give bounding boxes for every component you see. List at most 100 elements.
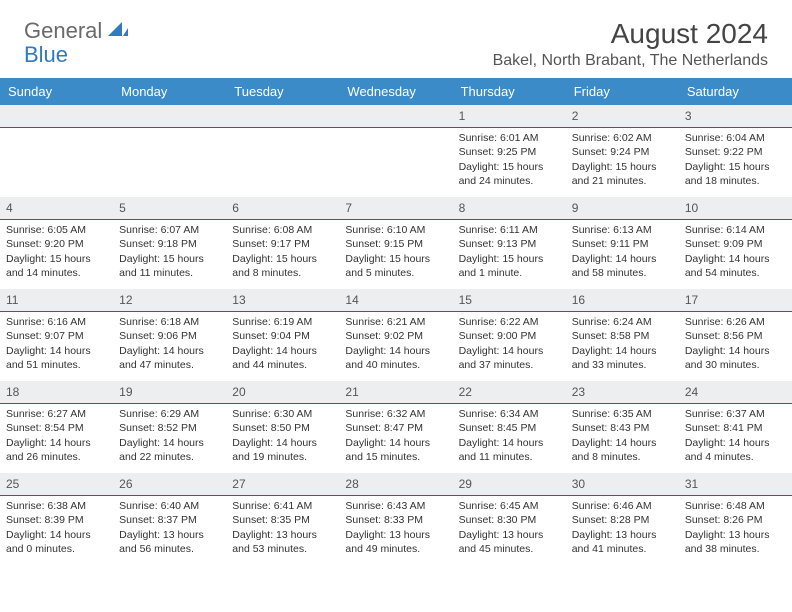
calendar-cell: 26Sunrise: 6:40 AMSunset: 8:37 PMDayligh… xyxy=(113,473,226,565)
sunrise-text: Sunrise: 6:11 AM xyxy=(459,223,560,237)
daylight2-text: and 54 minutes. xyxy=(685,266,786,280)
sunrise-text: Sunrise: 6:05 AM xyxy=(6,223,107,237)
calendar-cell: 24Sunrise: 6:37 AMSunset: 8:41 PMDayligh… xyxy=(679,381,792,473)
day-number xyxy=(0,105,113,128)
day-number: 25 xyxy=(0,473,113,496)
calendar-cell: 14Sunrise: 6:21 AMSunset: 9:02 PMDayligh… xyxy=(339,289,452,381)
calendar-cell: 19Sunrise: 6:29 AMSunset: 8:52 PMDayligh… xyxy=(113,381,226,473)
day-number: 21 xyxy=(339,381,452,404)
day-details: Sunrise: 6:38 AMSunset: 8:39 PMDaylight:… xyxy=(0,496,113,560)
day-details: Sunrise: 6:32 AMSunset: 8:47 PMDaylight:… xyxy=(339,404,452,468)
logo-text-blue: Blue xyxy=(24,42,68,67)
daylight2-text: and 53 minutes. xyxy=(232,542,333,556)
sunset-text: Sunset: 8:56 PM xyxy=(685,329,786,343)
sunset-text: Sunset: 9:24 PM xyxy=(572,145,673,159)
day-details: Sunrise: 6:16 AMSunset: 9:07 PMDaylight:… xyxy=(0,312,113,376)
calendar-cell: 9Sunrise: 6:13 AMSunset: 9:11 PMDaylight… xyxy=(566,197,679,289)
sunrise-text: Sunrise: 6:38 AM xyxy=(6,499,107,513)
sunset-text: Sunset: 9:13 PM xyxy=(459,237,560,251)
month-title: August 2024 xyxy=(493,18,768,50)
sunrise-text: Sunrise: 6:16 AM xyxy=(6,315,107,329)
day-number: 14 xyxy=(339,289,452,312)
sunset-text: Sunset: 8:33 PM xyxy=(345,513,446,527)
day-number: 16 xyxy=(566,289,679,312)
day-number: 3 xyxy=(679,105,792,128)
daylight1-text: Daylight: 15 hours xyxy=(685,160,786,174)
calendar-cell: 3Sunrise: 6:04 AMSunset: 9:22 PMDaylight… xyxy=(679,105,792,197)
daylight1-text: Daylight: 13 hours xyxy=(345,528,446,542)
sunset-text: Sunset: 8:41 PM xyxy=(685,421,786,435)
daylight1-text: Daylight: 14 hours xyxy=(685,252,786,266)
daylight1-text: Daylight: 15 hours xyxy=(345,252,446,266)
calendar-cell xyxy=(113,105,226,197)
daylight2-text: and 47 minutes. xyxy=(119,358,220,372)
day-number: 30 xyxy=(566,473,679,496)
daylight1-text: Daylight: 15 hours xyxy=(459,160,560,174)
daylight1-text: Daylight: 14 hours xyxy=(572,252,673,266)
day-details: Sunrise: 6:19 AMSunset: 9:04 PMDaylight:… xyxy=(226,312,339,376)
daylight2-text: and 44 minutes. xyxy=(232,358,333,372)
calendar-cell: 20Sunrise: 6:30 AMSunset: 8:50 PMDayligh… xyxy=(226,381,339,473)
day-details: Sunrise: 6:11 AMSunset: 9:13 PMDaylight:… xyxy=(453,220,566,284)
day-details: Sunrise: 6:41 AMSunset: 8:35 PMDaylight:… xyxy=(226,496,339,560)
day-number xyxy=(113,105,226,128)
sunset-text: Sunset: 9:22 PM xyxy=(685,145,786,159)
sunset-text: Sunset: 8:37 PM xyxy=(119,513,220,527)
daylight1-text: Daylight: 15 hours xyxy=(459,252,560,266)
sunset-text: Sunset: 9:18 PM xyxy=(119,237,220,251)
daylight1-text: Daylight: 14 hours xyxy=(572,344,673,358)
daylight1-text: Daylight: 14 hours xyxy=(119,344,220,358)
calendar-cell: 7Sunrise: 6:10 AMSunset: 9:15 PMDaylight… xyxy=(339,197,452,289)
weekday-header: Sunday xyxy=(0,78,113,105)
sunset-text: Sunset: 8:45 PM xyxy=(459,421,560,435)
sunset-text: Sunset: 8:39 PM xyxy=(6,513,107,527)
calendar-cell: 1Sunrise: 6:01 AMSunset: 9:25 PMDaylight… xyxy=(453,105,566,197)
calendar-cell: 25Sunrise: 6:38 AMSunset: 8:39 PMDayligh… xyxy=(0,473,113,565)
sunrise-text: Sunrise: 6:27 AM xyxy=(6,407,107,421)
calendar-cell: 31Sunrise: 6:48 AMSunset: 8:26 PMDayligh… xyxy=(679,473,792,565)
sunset-text: Sunset: 9:06 PM xyxy=(119,329,220,343)
day-details: Sunrise: 6:14 AMSunset: 9:09 PMDaylight:… xyxy=(679,220,792,284)
sunrise-text: Sunrise: 6:13 AM xyxy=(572,223,673,237)
sunrise-text: Sunrise: 6:14 AM xyxy=(685,223,786,237)
sunset-text: Sunset: 9:07 PM xyxy=(6,329,107,343)
calendar-cell: 17Sunrise: 6:26 AMSunset: 8:56 PMDayligh… xyxy=(679,289,792,381)
day-details: Sunrise: 6:26 AMSunset: 8:56 PMDaylight:… xyxy=(679,312,792,376)
calendar-body: 1Sunrise: 6:01 AMSunset: 9:25 PMDaylight… xyxy=(0,105,792,565)
daylight2-text: and 22 minutes. xyxy=(119,450,220,464)
day-details: Sunrise: 6:27 AMSunset: 8:54 PMDaylight:… xyxy=(0,404,113,468)
calendar-cell: 18Sunrise: 6:27 AMSunset: 8:54 PMDayligh… xyxy=(0,381,113,473)
calendar-cell: 29Sunrise: 6:45 AMSunset: 8:30 PMDayligh… xyxy=(453,473,566,565)
daylight2-text: and 18 minutes. xyxy=(685,174,786,188)
day-details: Sunrise: 6:01 AMSunset: 9:25 PMDaylight:… xyxy=(453,128,566,192)
daylight2-text: and 33 minutes. xyxy=(572,358,673,372)
day-number: 6 xyxy=(226,197,339,220)
weekday-header: Tuesday xyxy=(226,78,339,105)
sunrise-text: Sunrise: 6:48 AM xyxy=(685,499,786,513)
day-details: Sunrise: 6:48 AMSunset: 8:26 PMDaylight:… xyxy=(679,496,792,560)
day-number: 24 xyxy=(679,381,792,404)
sunset-text: Sunset: 9:02 PM xyxy=(345,329,446,343)
daylight1-text: Daylight: 14 hours xyxy=(232,344,333,358)
daylight2-text: and 26 minutes. xyxy=(6,450,107,464)
daylight2-text: and 14 minutes. xyxy=(6,266,107,280)
sunrise-text: Sunrise: 6:08 AM xyxy=(232,223,333,237)
daylight2-text: and 24 minutes. xyxy=(459,174,560,188)
day-details: Sunrise: 6:35 AMSunset: 8:43 PMDaylight:… xyxy=(566,404,679,468)
calendar-cell: 8Sunrise: 6:11 AMSunset: 9:13 PMDaylight… xyxy=(453,197,566,289)
calendar-cell xyxy=(226,105,339,197)
sunset-text: Sunset: 8:52 PM xyxy=(119,421,220,435)
day-details: Sunrise: 6:43 AMSunset: 8:33 PMDaylight:… xyxy=(339,496,452,560)
calendar-cell: 22Sunrise: 6:34 AMSunset: 8:45 PMDayligh… xyxy=(453,381,566,473)
daylight2-text: and 11 minutes. xyxy=(119,266,220,280)
daylight2-text: and 19 minutes. xyxy=(232,450,333,464)
sunrise-text: Sunrise: 6:19 AM xyxy=(232,315,333,329)
day-number: 17 xyxy=(679,289,792,312)
calendar-cell: 4Sunrise: 6:05 AMSunset: 9:20 PMDaylight… xyxy=(0,197,113,289)
calendar-cell: 16Sunrise: 6:24 AMSunset: 8:58 PMDayligh… xyxy=(566,289,679,381)
daylight2-text: and 38 minutes. xyxy=(685,542,786,556)
daylight2-text: and 58 minutes. xyxy=(572,266,673,280)
daylight2-text: and 49 minutes. xyxy=(345,542,446,556)
logo-sail-icon xyxy=(108,20,128,43)
daylight1-text: Daylight: 14 hours xyxy=(6,528,107,542)
